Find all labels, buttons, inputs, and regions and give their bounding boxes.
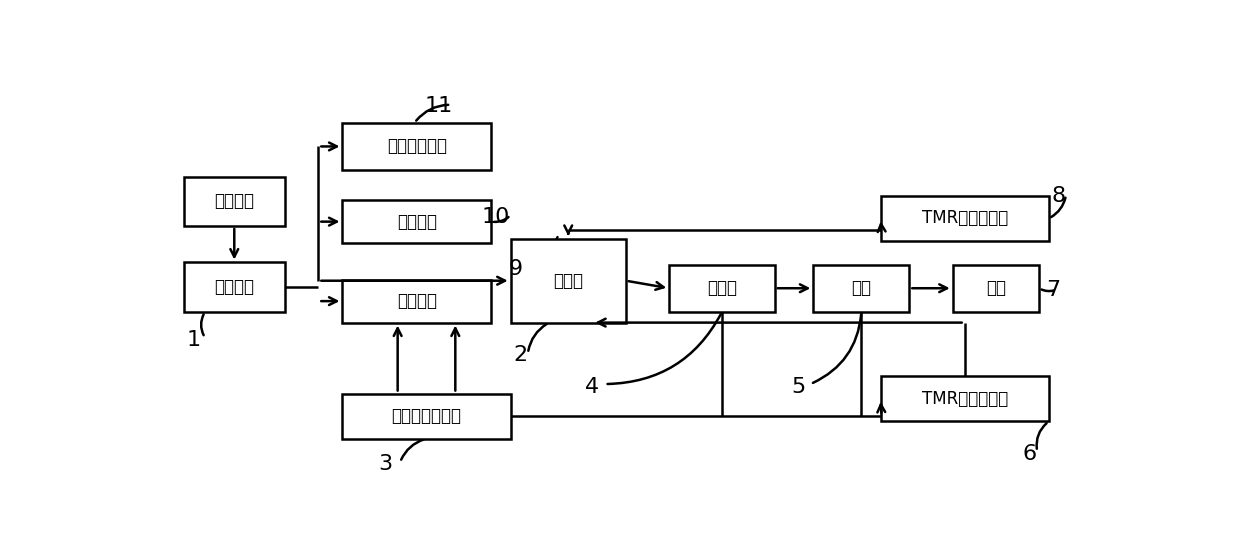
- Text: 10: 10: [482, 208, 511, 227]
- Text: 8: 8: [1052, 186, 1065, 206]
- Text: 4: 4: [585, 377, 599, 397]
- Text: 电机: 电机: [852, 279, 872, 297]
- Bar: [342, 393, 511, 439]
- Bar: [952, 264, 1039, 312]
- Bar: [511, 239, 626, 323]
- Text: 隔离整形电路: 隔离整形电路: [387, 137, 446, 156]
- Text: 2: 2: [513, 345, 527, 365]
- Text: 6: 6: [1023, 444, 1037, 464]
- Bar: [880, 196, 1049, 241]
- Text: 继电器: 继电器: [707, 279, 737, 297]
- Bar: [342, 200, 491, 243]
- Bar: [184, 176, 285, 226]
- Text: 1: 1: [186, 330, 201, 350]
- Text: 7: 7: [1047, 280, 1060, 300]
- Bar: [342, 280, 491, 323]
- Bar: [342, 123, 491, 170]
- Text: 5: 5: [792, 377, 806, 397]
- Text: 外接电源: 外接电源: [215, 192, 254, 210]
- Text: 3: 3: [378, 454, 393, 474]
- Bar: [880, 376, 1049, 421]
- Text: TMR电流传感器: TMR电流传感器: [921, 390, 1008, 408]
- Bar: [670, 264, 775, 312]
- Text: 转子: 转子: [986, 279, 1006, 297]
- Text: 报警电路: 报警电路: [397, 292, 436, 310]
- Text: 红外扫描感应器: 红外扫描感应器: [392, 407, 461, 425]
- Text: 9: 9: [508, 259, 522, 279]
- Bar: [184, 262, 285, 312]
- Text: 11: 11: [424, 95, 453, 116]
- Text: TMR转速传感器: TMR转速传感器: [921, 209, 1008, 228]
- Bar: [813, 264, 909, 312]
- Text: 显示电路: 显示电路: [397, 213, 436, 230]
- Text: 防夹系统: 防夹系统: [215, 278, 254, 296]
- Text: 单片机: 单片机: [553, 272, 583, 290]
